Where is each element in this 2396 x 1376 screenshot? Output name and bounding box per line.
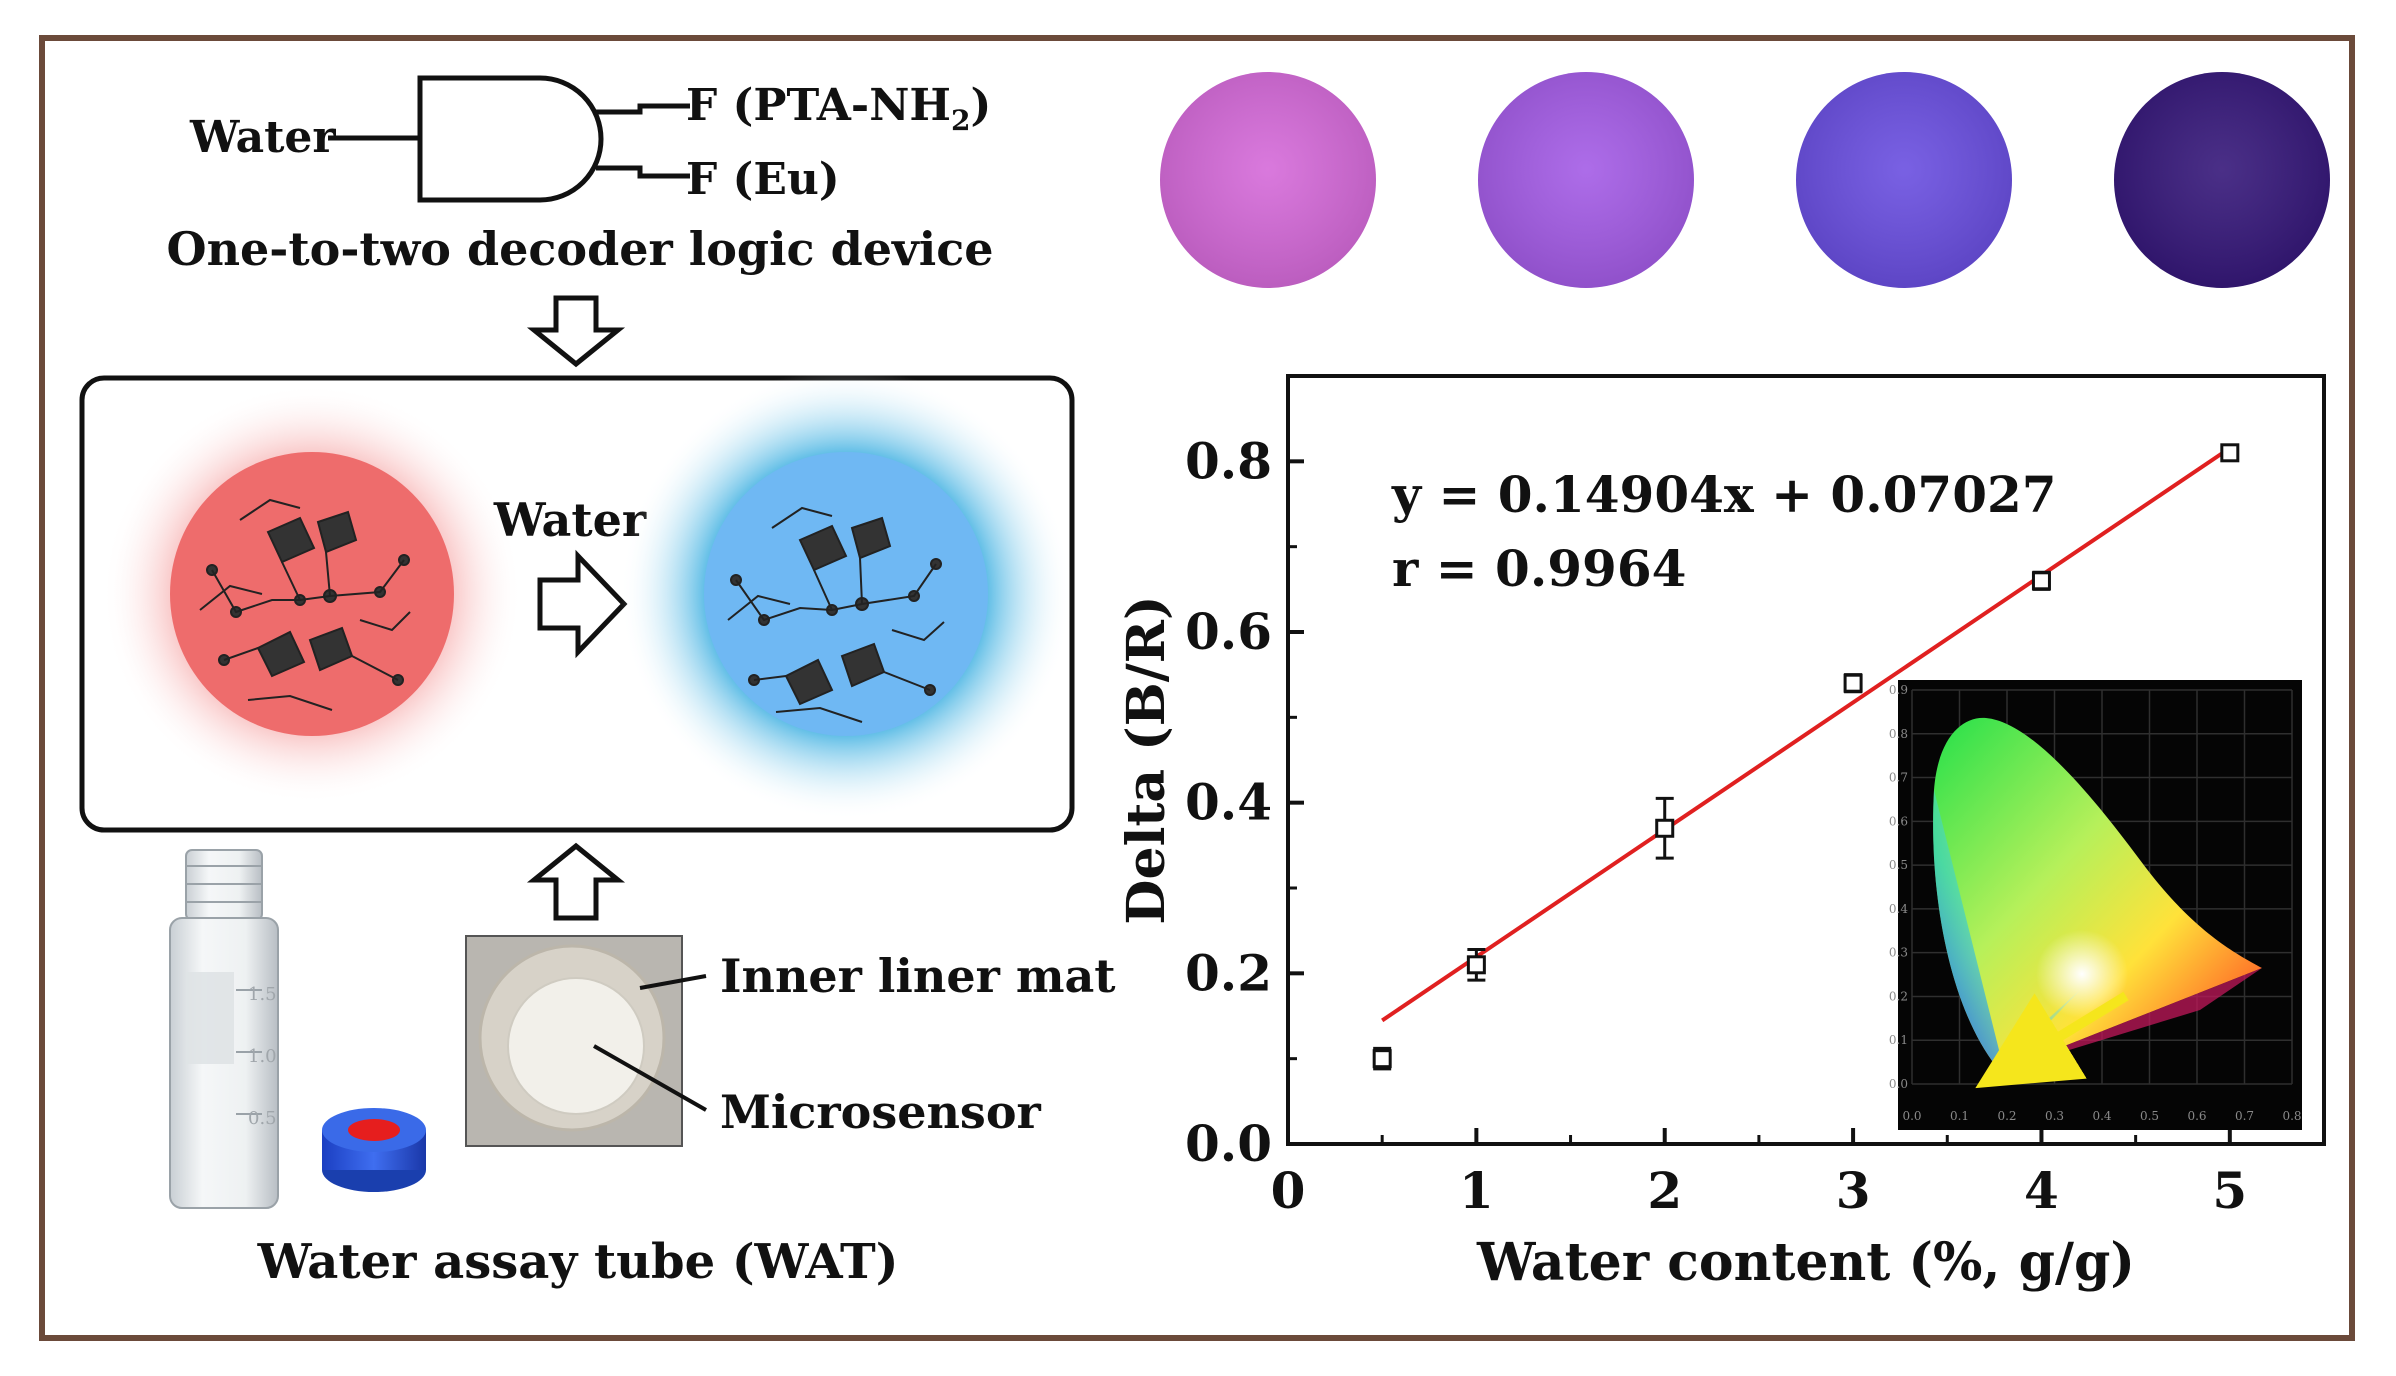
vial-label-area xyxy=(186,972,234,1064)
y-tick-label: 0.0 xyxy=(1185,1114,1272,1173)
data-points xyxy=(1372,443,2240,1071)
inset-x-tick: 0.6 xyxy=(2187,1109,2206,1123)
inset-x-tick: 0.7 xyxy=(2235,1109,2254,1123)
inset-y-tick: 0.4 xyxy=(1889,902,1908,916)
cie-gamut xyxy=(1933,717,2262,1070)
crystal-structure-icon xyxy=(727,506,945,723)
logic-output-wire-1 xyxy=(596,103,690,115)
x-tick-label: 3 xyxy=(1836,1161,1871,1220)
vial-illustration: 1.5 1.0 0.5 xyxy=(169,849,279,1209)
y-axis-label: Delta (B/R) xyxy=(1116,595,1177,924)
mof-state-after xyxy=(620,368,1072,820)
microsensor-disc xyxy=(507,977,645,1115)
logic-output-1-label: F (PTA-NH2) xyxy=(686,80,991,137)
vial-mark-3: 0.5 xyxy=(248,1108,277,1129)
spot-shading xyxy=(1478,72,1694,288)
data-point xyxy=(1372,1049,1392,1069)
vial-thread xyxy=(186,865,262,903)
and-gate-symbol xyxy=(417,75,604,203)
inset-y-tick: 0.7 xyxy=(1889,771,1908,785)
inset-y-tick: 0.2 xyxy=(1889,989,1908,1003)
fit-line xyxy=(1381,446,2231,1023)
x-tick-label: 0 xyxy=(1271,1161,1306,1220)
down-arrow-top xyxy=(526,295,626,368)
microsensor-photo xyxy=(465,935,707,1147)
calibration-chart: 0 1 2 3 4 5 0.0 0.2 0.4 0.6 0.8 Water content (%, … xyxy=(1116,374,2326,1293)
cie-inset: 0.0 0.1 0.2 0.3 0.4 0.5 0.6 0.7 0.8 0.0 0.1 0.2 0.3 0… xyxy=(1889,680,2302,1130)
inset-y-tick: 0.0 xyxy=(1889,1077,1908,1091)
logic-device: Water F (PTA-NH2) F (Eu) One-to-two deco… xyxy=(167,75,994,276)
y-tick-label: 0.6 xyxy=(1185,602,1272,661)
red-core xyxy=(170,452,454,736)
cie-shift-arrow xyxy=(1975,991,2129,1089)
vial-mark-2: 1.0 xyxy=(248,1046,277,1067)
x-tick-label: 5 xyxy=(2212,1161,2247,1220)
vial-cap-illustration xyxy=(322,1108,426,1192)
inset-x-tick: 0.3 xyxy=(2045,1109,2064,1123)
inset-y-tick: 0.1 xyxy=(1889,1033,1908,1047)
data-point xyxy=(2220,443,2240,463)
x-tick-label: 1 xyxy=(1459,1161,1494,1220)
y-tick-label: 0.8 xyxy=(1185,431,1272,490)
colorimetric-spots xyxy=(1160,72,2330,288)
logic-output-2-label: F (Eu) xyxy=(686,154,840,205)
logic-device-caption: One-to-two decoder logic device xyxy=(167,222,994,276)
data-point xyxy=(1466,955,1486,975)
inset-x-tick: 0.0 xyxy=(1902,1109,1921,1123)
data-point xyxy=(1843,673,1863,693)
axis-ticks xyxy=(1286,374,2232,1146)
data-point xyxy=(1655,818,1675,838)
blue-core xyxy=(704,452,988,736)
inset-x-tick: 0.1 xyxy=(1950,1109,1969,1123)
fit-equation: y = 0.14904x + 0.07027 xyxy=(1391,465,2057,524)
inset-tick-labels: 0.0 0.1 0.2 0.3 0.4 0.5 0.6 0.7 0.8 0.0 0.1 0.2 0.3 0… xyxy=(1889,683,2302,1123)
right-arrow-transition xyxy=(537,549,628,659)
vial-graduations: 1.5 1.0 0.5 xyxy=(236,984,277,1129)
cap-septum xyxy=(348,1119,400,1141)
spot-shading xyxy=(1796,72,2012,288)
inset-y-tick: 0.9 xyxy=(1889,683,1908,697)
inner-liner-leader xyxy=(639,974,707,990)
inset-x-tick: 0.5 xyxy=(2140,1109,2159,1123)
fit-r-value: r = 0.9964 xyxy=(1392,539,1686,598)
vial-mark-1: 1.5 xyxy=(248,984,277,1005)
mof-state-before xyxy=(102,384,522,804)
inset-y-tick: 0.5 xyxy=(1889,858,1908,872)
inset-x-tick: 0.2 xyxy=(1997,1109,2016,1123)
crystal-structure-icon xyxy=(199,498,411,711)
transition-label: Water xyxy=(493,493,647,547)
cie-gamut-blue xyxy=(1933,790,2080,1070)
axis-tick-labels: 0 1 2 3 4 5 0.0 0.2 0.4 0.6 0.8 xyxy=(1185,431,2247,1220)
y-tick-label: 0.4 xyxy=(1185,773,1272,832)
spot-shading xyxy=(2114,72,2330,288)
inset-y-tick: 0.6 xyxy=(1889,814,1908,828)
x-tick-label: 2 xyxy=(1647,1161,1682,1220)
inset-y-tick: 0.8 xyxy=(1889,727,1908,741)
inset-x-tick: 0.4 xyxy=(2092,1109,2111,1123)
up-arrow-bottom xyxy=(526,842,626,921)
logic-input-label: Water xyxy=(189,112,336,163)
x-tick-label: 4 xyxy=(2024,1161,2059,1220)
spot-shading xyxy=(1160,72,1376,288)
y-tick-label: 0.2 xyxy=(1185,943,1272,1002)
tube-caption: Water assay tube (WAT) xyxy=(257,1234,899,1290)
microsensor-label: Microsensor xyxy=(720,1085,1042,1139)
microsensor-leader xyxy=(593,1044,707,1112)
inner-liner-label: Inner liner mat xyxy=(720,949,1116,1003)
x-axis-label: Water content (%, g/g) xyxy=(1476,1232,2135,1293)
data-point xyxy=(2031,571,2051,591)
inset-x-tick: 0.8 xyxy=(2282,1109,2301,1123)
logic-output-wire-2 xyxy=(596,165,690,179)
inset-y-tick: 0.3 xyxy=(1889,946,1908,960)
